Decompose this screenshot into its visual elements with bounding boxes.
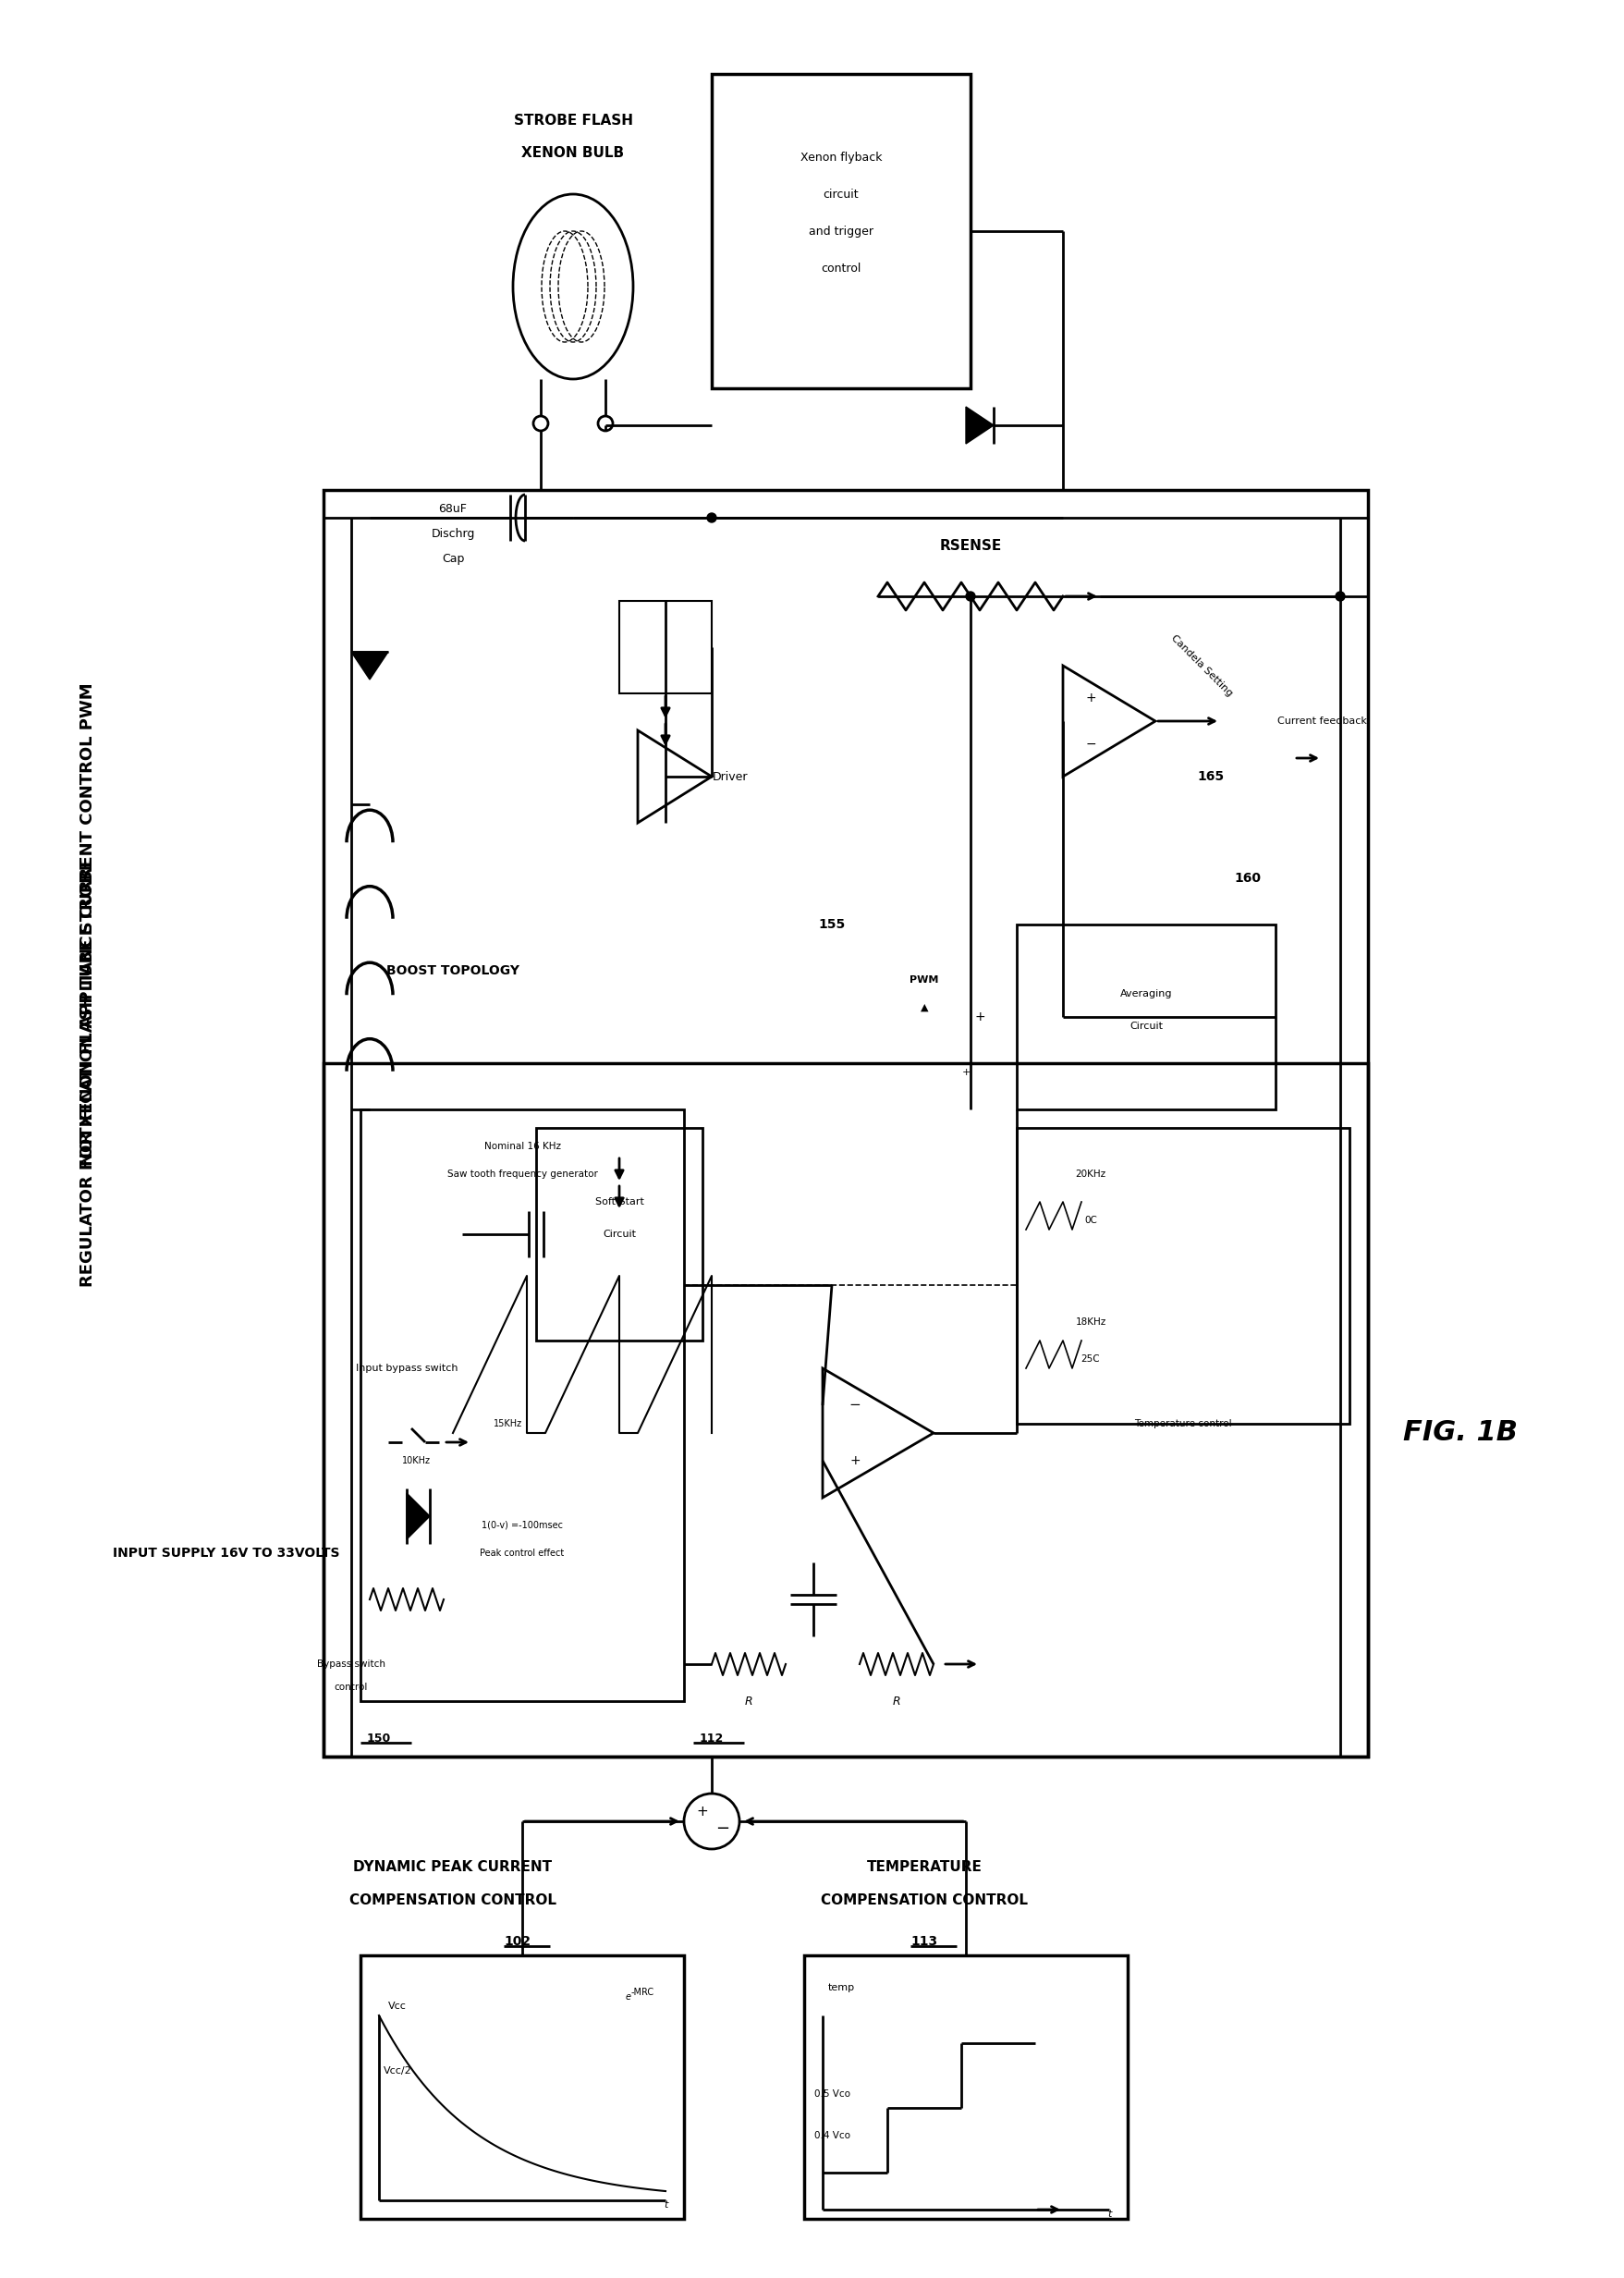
Text: COMPENSATION CONTROL: COMPENSATION CONTROL: [820, 1893, 1028, 1907]
Text: 1(0-v) =-100msec: 1(0-v) =-100msec: [482, 1522, 564, 1531]
Polygon shape: [351, 652, 388, 679]
Text: Bypass switch: Bypass switch: [317, 1658, 385, 1670]
Text: control: control: [822, 262, 861, 273]
Text: 15KHz: 15KHz: [494, 1419, 523, 1428]
Bar: [1017, 1128, 1350, 1424]
Polygon shape: [1064, 665, 1155, 777]
Text: 0.5 Vco: 0.5 Vco: [814, 2089, 849, 2098]
Text: Soft Start: Soft Start: [594, 1198, 643, 1207]
Text: 25C: 25C: [1082, 1355, 1099, 1365]
Text: +: +: [974, 1011, 986, 1023]
Text: RSENSE: RSENSE: [939, 538, 1002, 551]
Text: Circuit: Circuit: [1130, 1021, 1163, 1032]
Text: 0C: 0C: [1085, 1216, 1098, 1226]
Text: R: R: [893, 1695, 901, 1706]
Text: -MRC: -MRC: [630, 1989, 654, 1998]
Text: temp: temp: [828, 1984, 854, 1993]
Text: Circuit: Circuit: [603, 1230, 637, 1239]
Text: Xenon flyback: Xenon flyback: [801, 150, 882, 164]
Text: 112: 112: [700, 1731, 724, 1745]
Text: 113: 113: [911, 1934, 937, 1948]
Bar: [1017, 925, 1275, 1109]
Text: circuit: circuit: [823, 189, 859, 200]
Text: Cap: Cap: [442, 551, 464, 565]
Text: 160: 160: [1234, 872, 1262, 884]
Polygon shape: [638, 731, 711, 822]
Text: +: +: [961, 1068, 970, 1077]
Text: Peak control effect: Peak control effect: [481, 1549, 565, 1558]
Text: Driver: Driver: [713, 770, 749, 784]
Text: 155: 155: [818, 918, 846, 932]
Text: Candela Setting: Candela Setting: [1169, 633, 1234, 697]
Text: FIG. 1B: FIG. 1B: [1403, 1419, 1518, 1447]
Text: 10KHz: 10KHz: [401, 1456, 430, 1465]
Text: t: t: [1108, 2210, 1111, 2219]
Text: TEMPERATURE: TEMPERATURE: [867, 1861, 983, 1875]
Text: Nominal 16 KHz: Nominal 16 KHz: [484, 1141, 560, 1150]
Polygon shape: [966, 408, 994, 444]
Polygon shape: [406, 1492, 430, 1540]
Bar: [619, 601, 711, 693]
Bar: [361, 1109, 684, 1702]
Bar: [323, 1064, 1367, 1756]
Text: DYNAMIC PEAK CURRENT: DYNAMIC PEAK CURRENT: [354, 1861, 552, 1875]
Text: e: e: [625, 1993, 632, 2002]
Bar: [536, 1128, 703, 1339]
Text: t: t: [664, 2201, 667, 2210]
Bar: [711, 73, 971, 387]
Circle shape: [1335, 592, 1345, 601]
Circle shape: [966, 592, 974, 601]
Text: 18KHz: 18KHz: [1075, 1317, 1106, 1326]
Text: 68uF: 68uF: [438, 503, 468, 515]
Text: +: +: [1085, 693, 1096, 704]
Text: Vcc/2: Vcc/2: [383, 2066, 411, 2075]
Bar: [804, 1955, 1127, 2219]
Text: 20KHz: 20KHz: [1075, 1169, 1106, 1178]
Text: 0.4 Vco: 0.4 Vco: [814, 2130, 849, 2141]
Text: Saw tooth frequency generator: Saw tooth frequency generator: [447, 1169, 598, 1178]
Text: 150: 150: [367, 1731, 391, 1745]
Text: XENON BULB: XENON BULB: [521, 146, 624, 159]
Text: +: +: [849, 1453, 861, 1467]
Text: 165: 165: [1197, 770, 1224, 784]
Bar: [323, 490, 1367, 1756]
Text: Input bypass switch: Input bypass switch: [356, 1365, 458, 1374]
Text: −: −: [849, 1399, 861, 1412]
Text: −: −: [716, 1820, 729, 1836]
Text: Temperature control: Temperature control: [1134, 1419, 1233, 1428]
Text: Dischrg: Dischrg: [430, 528, 474, 540]
Text: control: control: [335, 1683, 369, 1693]
Text: REGULATOR FOR XENON FLASH TUBE STROBE: REGULATOR FOR XENON FLASH TUBE STROBE: [80, 859, 96, 1287]
Text: ▲: ▲: [921, 1002, 929, 1011]
Text: COMPENSATION CONTROL: COMPENSATION CONTROL: [349, 1893, 557, 1907]
Text: 102: 102: [503, 1934, 531, 1948]
Text: INPUT SUPPLY 16V TO 33VOLTS: INPUT SUPPLY 16V TO 33VOLTS: [114, 1547, 339, 1560]
Polygon shape: [823, 1369, 934, 1497]
Text: PWM: PWM: [909, 975, 939, 984]
Text: +: +: [697, 1804, 708, 1818]
Text: NOTIFICATION APPLIANCE CURRENT CONTROL PWM: NOTIFICATION APPLIANCE CURRENT CONTROL P…: [80, 683, 96, 1166]
Text: Current feedback: Current feedback: [1276, 718, 1366, 727]
Text: Averaging: Averaging: [1121, 989, 1173, 998]
Text: STROBE FLASH: STROBE FLASH: [513, 114, 633, 128]
Text: BOOST TOPOLOGY: BOOST TOPOLOGY: [387, 964, 520, 977]
Circle shape: [706, 513, 716, 522]
Text: and trigger: and trigger: [809, 226, 874, 237]
Text: Vcc: Vcc: [388, 2002, 406, 2011]
Text: −: −: [979, 1057, 989, 1071]
Bar: [361, 1955, 684, 2219]
Text: R: R: [745, 1695, 752, 1706]
Text: −: −: [1085, 738, 1096, 752]
